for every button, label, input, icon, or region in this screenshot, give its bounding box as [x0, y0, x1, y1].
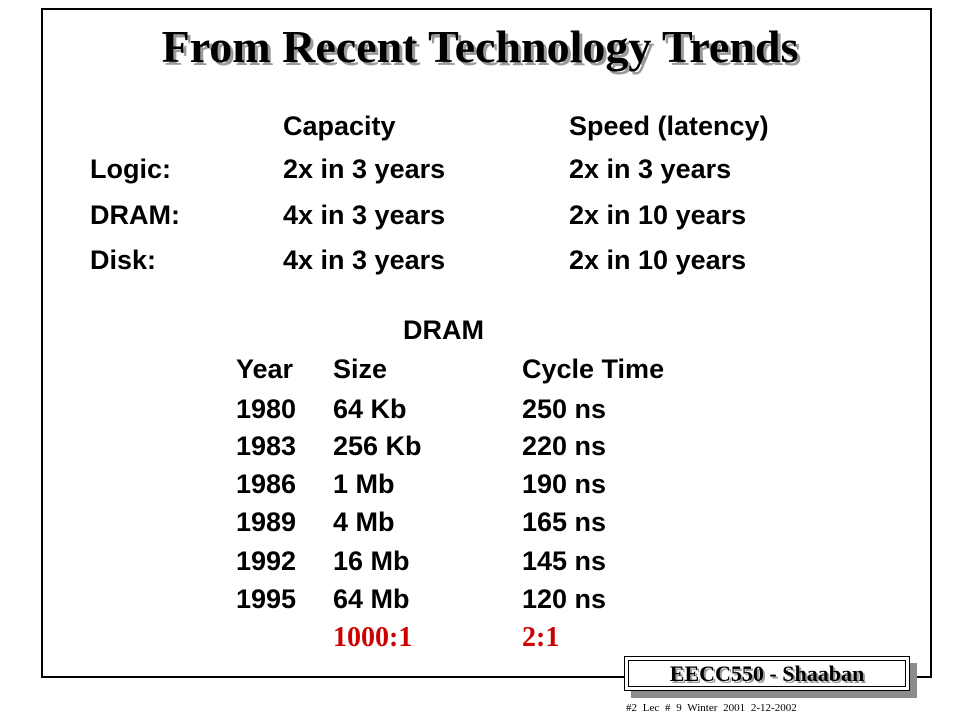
slide-title: From Recent Technology Trends — [161, 21, 799, 72]
dram-row-cycle: 190 ns — [522, 469, 607, 499]
dram-row-cycle: 120 ns — [522, 584, 607, 614]
dram-row-cycle: 220 ns — [522, 431, 607, 461]
dram-table-title: DRAM — [403, 315, 484, 345]
dram-row-year: 1983 — [236, 431, 297, 461]
dram-row-size: 64 Mb — [333, 584, 410, 614]
trend-row-capacity: 4x in 3 years — [283, 200, 446, 230]
slide-frame — [41, 8, 932, 678]
trend-row-label: DRAM: — [90, 200, 180, 230]
dram-row-cycle: 165 ns — [522, 507, 607, 537]
dram-row-size: 64 Kb — [333, 394, 407, 424]
trend-row-capacity: 4x in 3 years — [283, 245, 446, 275]
dram-row-size: 1 Mb — [333, 469, 395, 499]
dram-row-size: 4 Mb — [333, 507, 395, 537]
cycle-time-header: Cycle Time — [522, 354, 665, 384]
course-badge-label: EECC550 - Shaaban — [628, 660, 906, 687]
course-badge: EECC550 - Shaaban — [624, 656, 910, 691]
dram-row-year: 1995 — [236, 584, 297, 614]
trend-row-speed: 2x in 10 years — [569, 245, 747, 275]
dram-row-year: 1989 — [236, 507, 297, 537]
size-ratio: 1000:1 — [333, 622, 413, 653]
slide-footer: #2 Lec # 9 Winter 2001 2-12-2002 — [626, 702, 797, 714]
year-header: Year — [236, 354, 294, 384]
size-header: Size — [333, 354, 388, 384]
trend-row-speed: 2x in 10 years — [569, 200, 747, 230]
dram-row-size: 256 Kb — [333, 431, 422, 461]
dram-row-cycle: 250 ns — [522, 394, 607, 424]
trend-row-label: Disk: — [90, 245, 157, 275]
speed-header: Speed (latency) — [569, 111, 769, 141]
trend-row-capacity: 2x in 3 years — [283, 154, 446, 184]
trend-row-speed: 2x in 3 years — [569, 154, 732, 184]
capacity-header: Capacity — [283, 111, 396, 141]
dram-row-size: 16 Mb — [333, 546, 410, 576]
cycle-ratio: 2:1 — [522, 622, 560, 653]
dram-row-year: 1980 — [236, 394, 297, 424]
dram-row-cycle: 145 ns — [522, 546, 607, 576]
dram-row-year: 1992 — [236, 546, 297, 576]
trend-row-label: Logic: — [90, 154, 171, 184]
dram-row-year: 1986 — [236, 469, 297, 499]
